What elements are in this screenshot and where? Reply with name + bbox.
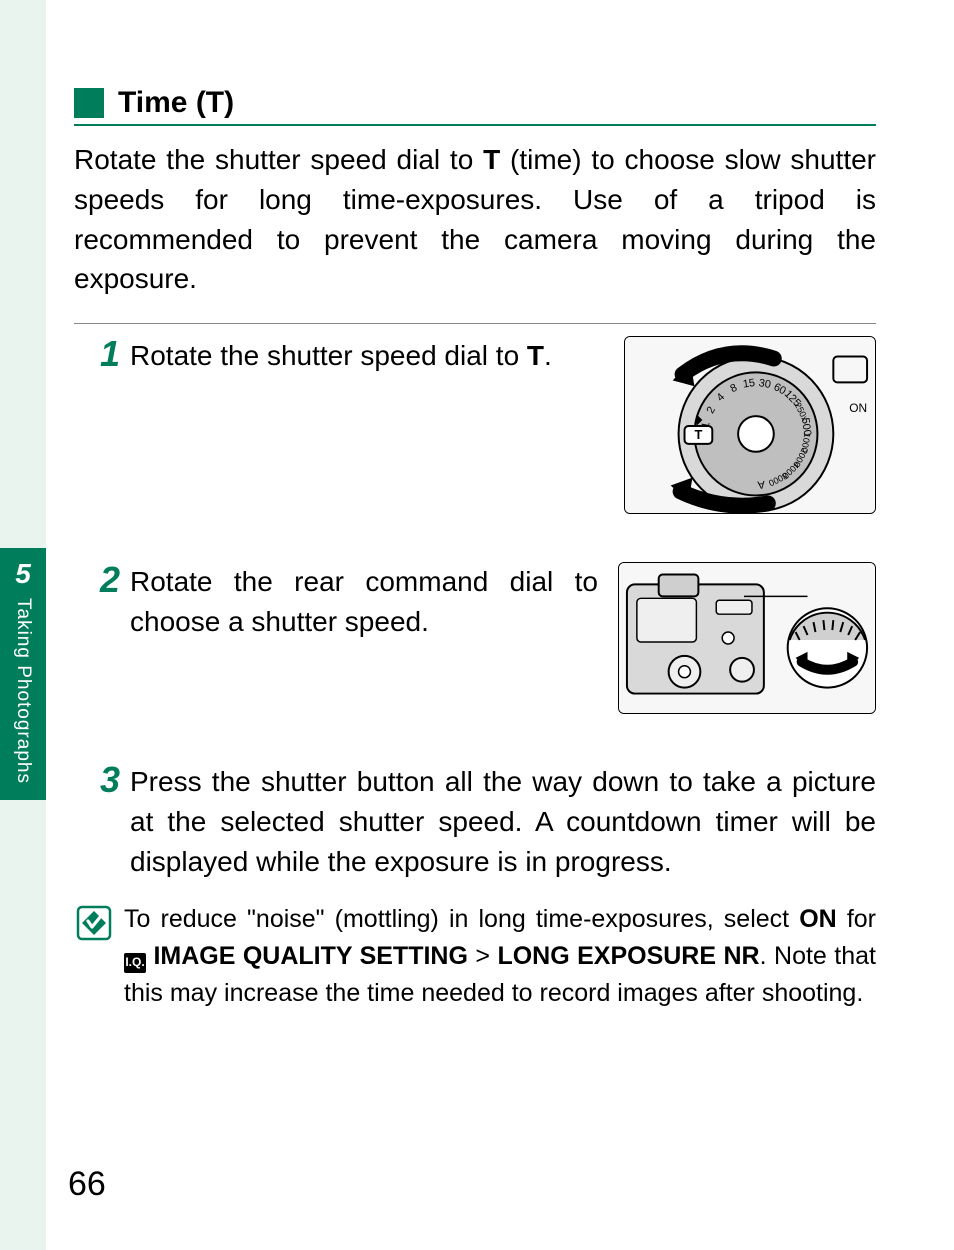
content-area: Time (T) Rotate the shutter speed dial t… (46, 0, 954, 1250)
intro-divider (74, 323, 876, 324)
note-text: To reduce "noise" (mottling) in long tim… (124, 901, 876, 1012)
note-menu2: LONG EXPOSURE NR (497, 942, 759, 970)
chapter-label: Taking Photographs (12, 598, 34, 784)
svg-text:T: T (694, 427, 702, 442)
note-on: ON (799, 905, 837, 933)
svg-text:ON: ON (849, 401, 867, 415)
svg-text:15: 15 (742, 377, 756, 391)
svg-text:30: 30 (758, 377, 772, 391)
step-1: 1 Rotate the shutter speed dial to T. T (74, 336, 876, 514)
step-3: 3 Press the shutter button all the way d… (74, 762, 876, 881)
step-2-illustration (618, 562, 876, 714)
step-2-text: Rotate the rear command dial to choose a… (130, 562, 598, 642)
chapter-number: 5 (15, 560, 31, 588)
note-for: for (837, 905, 876, 933)
note-box: To reduce "noise" (mottling) in long tim… (74, 901, 876, 1012)
note-menu1: IMAGE QUALITY SETTING (146, 942, 468, 970)
iq-icon: I.Q. (124, 953, 146, 973)
step-1-number: 1 (94, 336, 120, 372)
step-1-text: Rotate the shutter speed dial to T. (130, 336, 604, 376)
step-1-post: . (544, 340, 552, 371)
step-1-illustration: T 1 2 4 8 15 30 60 125 250x 500 (624, 336, 876, 514)
step-3-number: 3 (94, 762, 120, 798)
step-3-text: Press the shutter button all the way dow… (130, 762, 876, 881)
side-strip: 5 Taking Photographs (0, 0, 46, 1250)
intro-bold: T (483, 144, 500, 175)
section-title: Time (T) (118, 86, 234, 120)
step-2: 2 Rotate the rear command dial to choose… (74, 562, 876, 714)
step-1-pre: Rotate the shutter speed dial to (130, 340, 527, 371)
note-pre: To reduce "noise" (mottling) in long tim… (124, 905, 799, 933)
chapter-tab: 5 Taking Photographs (0, 548, 46, 800)
note-gt: > (468, 942, 498, 970)
intro-pre: Rotate the shutter speed dial to (74, 144, 483, 175)
note-icon (76, 905, 112, 941)
heading-marker (74, 88, 104, 118)
step-1-bold: T (527, 340, 544, 371)
step-2-pre: Rotate the rear command dial to choose a… (130, 566, 598, 637)
step-2-number: 2 (94, 562, 120, 598)
step-3-pre: Press the shutter button all the way dow… (130, 766, 876, 877)
page-number: 66 (68, 1165, 106, 1204)
section-heading: Time (T) (74, 86, 876, 126)
intro-paragraph: Rotate the shutter speed dial to T (time… (74, 140, 876, 299)
